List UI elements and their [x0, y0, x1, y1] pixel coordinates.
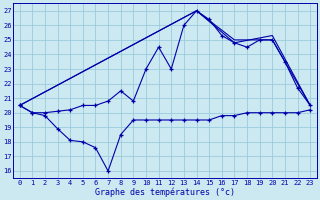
- X-axis label: Graphe des températures (°c): Graphe des températures (°c): [95, 187, 235, 197]
